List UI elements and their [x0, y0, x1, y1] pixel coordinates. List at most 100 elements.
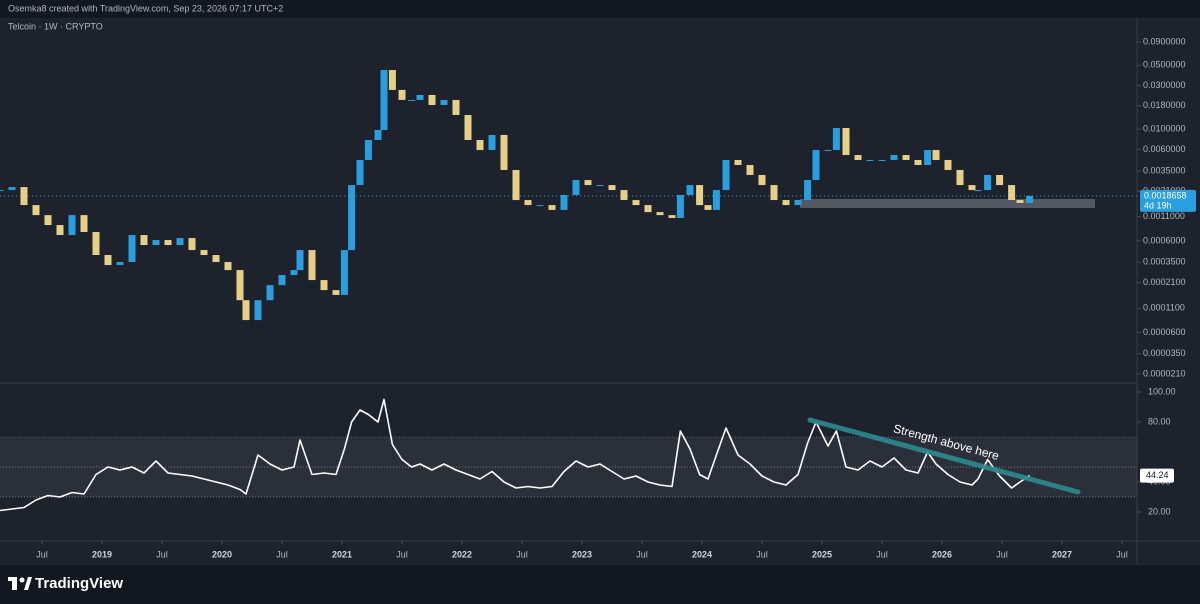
rsi-last-label: 44.24	[1146, 470, 1169, 480]
candle	[878, 159, 886, 161]
candle	[164, 240, 172, 246]
candle	[1016, 200, 1024, 203]
candle	[236, 270, 244, 301]
candle	[428, 94, 436, 105]
countdown: 4d 19h	[1144, 200, 1172, 210]
candle	[676, 194, 684, 218]
candle	[290, 270, 298, 276]
axes: 0.0900000 0.0500000 0.0300000 0.0180000 0.01…	[36, 36, 1196, 559]
candle	[632, 200, 640, 206]
x-tick-label: Jul	[36, 549, 48, 559]
y-tick-label: 100.00	[1148, 386, 1176, 396]
candle	[902, 155, 910, 160]
candle	[68, 215, 76, 236]
candle	[128, 235, 136, 263]
candle	[722, 159, 730, 191]
candle	[254, 300, 262, 321]
candle	[340, 250, 348, 295]
candle	[242, 300, 250, 321]
candle	[932, 150, 940, 160]
y-tick-label: 80.00	[1148, 416, 1171, 426]
candle	[560, 194, 568, 210]
x-tick-label: Jul	[156, 549, 168, 559]
y-tick-label: 0.0100000	[1143, 124, 1186, 134]
logo-shape	[24, 577, 32, 590]
y-tick-label: 0.0060000	[1143, 144, 1186, 154]
candle	[608, 185, 616, 191]
y-tick-label: 0.0000210	[1143, 368, 1186, 378]
candle	[596, 185, 604, 187]
x-tick-label: 2025	[812, 549, 832, 559]
candle	[92, 232, 100, 256]
candle	[924, 150, 932, 166]
x-tick-label: Jul	[516, 549, 528, 559]
candle	[416, 94, 424, 100]
y-tick-label: 0.0035000	[1143, 165, 1186, 175]
chart-title: Telcoin · 1W · CRYPTO	[8, 21, 103, 31]
candle	[212, 255, 220, 263]
x-tick-label: 2019	[92, 549, 112, 559]
candle	[712, 190, 720, 210]
candle	[44, 215, 52, 226]
candle	[956, 170, 964, 186]
chart-area	[0, 18, 1200, 565]
candle	[332, 290, 340, 295]
candle	[536, 205, 544, 207]
candle	[866, 159, 874, 161]
x-tick-label: 2026	[932, 549, 952, 559]
candle	[56, 225, 64, 236]
y-tick-label: 0.0500000	[1143, 60, 1186, 70]
candle	[440, 99, 448, 105]
candle	[686, 185, 694, 195]
candle	[488, 134, 496, 151]
candle	[464, 115, 472, 141]
trend-line	[807, 417, 1081, 495]
y-tick-label: 0.0002100	[1143, 277, 1186, 287]
candle	[356, 159, 364, 186]
candle	[476, 140, 484, 151]
candle	[140, 235, 148, 246]
candle	[704, 205, 712, 210]
candle	[188, 238, 196, 251]
candle	[944, 159, 952, 171]
candle	[116, 262, 124, 266]
y-tick-label: 20.00	[1148, 506, 1171, 516]
candle	[770, 185, 778, 201]
y-tick-label: 0.0180000	[1143, 100, 1186, 110]
x-tick-label: Jul	[396, 549, 408, 559]
candle	[224, 262, 232, 271]
candle	[974, 190, 982, 192]
x-tick-label: 2020	[212, 549, 232, 559]
x-tick-label: 2022	[452, 549, 472, 559]
last-price-label: 0.0018658	[1144, 190, 1187, 200]
y-tick-label: 0.0001100	[1143, 303, 1185, 313]
candle	[668, 215, 676, 218]
price-badge	[1140, 189, 1196, 212]
x-tick-label: Jul	[996, 549, 1008, 559]
logo	[8, 577, 32, 590]
candle	[32, 205, 40, 216]
candle	[278, 275, 286, 286]
x-tick-label: Jul	[876, 549, 888, 559]
candle	[782, 200, 790, 206]
logo-shape	[12, 577, 17, 590]
candle	[500, 134, 508, 171]
y-tick-label: 0.0003500	[1143, 257, 1186, 267]
candle	[152, 240, 160, 246]
candle	[364, 140, 372, 160]
candle	[200, 250, 208, 256]
candle	[1026, 195, 1034, 203]
candle	[320, 280, 328, 291]
x-tick-label: 2023	[572, 549, 592, 559]
candle	[984, 174, 992, 191]
candle	[548, 205, 556, 210]
candle	[854, 155, 862, 160]
candle	[1008, 185, 1016, 201]
x-tick-label: 2027	[1052, 549, 1072, 559]
candle	[824, 150, 832, 152]
price-pane	[0, 70, 1137, 321]
candle	[620, 190, 628, 201]
candle	[842, 128, 850, 156]
candle	[380, 70, 388, 131]
